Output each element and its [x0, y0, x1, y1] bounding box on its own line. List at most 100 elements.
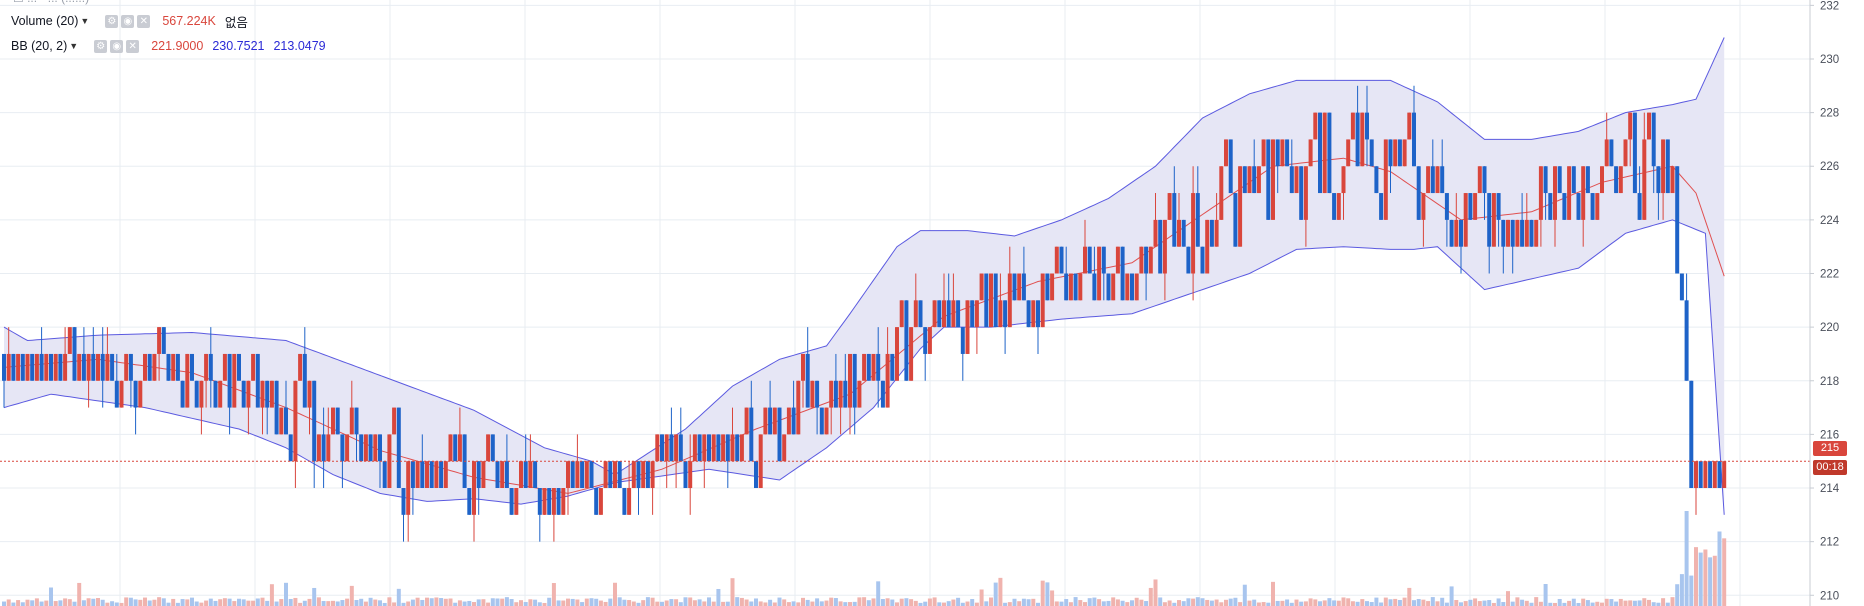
volume-bar: [1158, 597, 1163, 606]
candle-body: [222, 353, 227, 381]
candle-body: [96, 353, 100, 381]
candle-body: [1012, 273, 1017, 301]
price-axis-label: 218: [1820, 376, 1839, 388]
volume-bar: [1083, 602, 1087, 606]
legend-volume[interactable]: Volume (20) ▼ ⚙ ◉ ✕ 567.224K 없음: [11, 11, 248, 31]
volume-bar: [251, 600, 256, 606]
volume-bar: [1538, 601, 1543, 606]
candle-body: [1590, 193, 1595, 220]
volume-bar: [880, 599, 885, 606]
volume-bar: [312, 587, 317, 606]
candle-body: [937, 300, 942, 328]
candle-body: [1181, 219, 1186, 247]
candle-body: [1003, 300, 1008, 328]
volume-bar: [415, 597, 420, 606]
candle-body: [1454, 219, 1459, 247]
volume-indicator-name[interactable]: Volume (20): [11, 14, 79, 28]
bollinger-basis-line: [3, 157, 1725, 494]
candle-body: [1722, 461, 1727, 489]
volume-bar: [561, 600, 566, 606]
candle-body: [1318, 112, 1322, 194]
candle-body: [246, 380, 251, 408]
candle-body: [697, 434, 702, 462]
chevron-down-icon[interactable]: ▼: [69, 41, 79, 51]
candle-body: [824, 407, 829, 435]
candle-body: [1689, 380, 1694, 489]
volume-bar: [829, 597, 834, 606]
candle-body: [218, 380, 223, 408]
volume-bar: [918, 602, 923, 606]
volume-bar: [293, 597, 298, 606]
candle-body: [1379, 193, 1384, 220]
volume-bar: [307, 598, 312, 606]
candle-body: [777, 407, 782, 462]
volume-bar: [204, 600, 209, 606]
volume-bar: [974, 602, 979, 606]
volume-bar: [1567, 600, 1572, 606]
volume-bar: [49, 587, 53, 606]
volume-bar: [1115, 599, 1120, 606]
volume-bar: [989, 597, 993, 606]
candle-body: [486, 434, 491, 462]
volume-bar: [1553, 602, 1557, 606]
volume-bar: [547, 597, 552, 606]
candle-body: [1567, 166, 1572, 220]
volume-bar: [1308, 598, 1313, 606]
volume-bar: [72, 601, 77, 606]
volume-bar: [1299, 601, 1304, 606]
volume-bar: [58, 600, 63, 606]
candle-body: [1186, 246, 1191, 274]
price-axis[interactable]: 210 212 214 216 218 220 222 224 226 228 230 232: [1810, 0, 1840, 602]
bb-indicator-name[interactable]: BB (20, 2): [11, 39, 68, 53]
candle-body: [885, 353, 890, 408]
price-axis-label: 220: [1820, 322, 1839, 334]
candle-body: [63, 353, 68, 381]
candle-body: [551, 488, 556, 515]
volume-bar: [895, 602, 899, 606]
candle-body: [1397, 139, 1402, 167]
volume-bar: [429, 598, 434, 606]
candle-body: [1365, 112, 1369, 140]
volume-bar: [77, 582, 82, 606]
candle-body: [1703, 461, 1708, 489]
candle-body: [1430, 166, 1435, 194]
candle-body: [345, 434, 350, 462]
candle-body: [547, 488, 552, 515]
legend-bb[interactable]: BB (20, 2) ▼ ⚙ ◉ ✕ 221.9000 230.7521 213…: [11, 36, 326, 56]
candle-body: [1209, 219, 1214, 247]
close-icon[interactable]: ✕: [126, 39, 140, 53]
volume-bar: [833, 598, 838, 606]
settings-icon[interactable]: ⚙: [105, 14, 119, 28]
eye-icon[interactable]: ◉: [110, 39, 124, 53]
volume-bar: [232, 601, 237, 606]
volume-bar: [467, 600, 472, 606]
volume-bar: [1111, 597, 1116, 606]
volume-bar: [1181, 601, 1186, 606]
candle-body: [1684, 300, 1689, 381]
candle-body: [890, 353, 895, 381]
candle-body: [711, 434, 716, 462]
volume-bar: [462, 601, 467, 606]
candle-body: [993, 273, 998, 328]
settings-icon[interactable]: ⚙: [94, 39, 108, 53]
volume-bar: [1623, 600, 1628, 606]
candle-body: [340, 434, 345, 462]
volume-bar: [923, 601, 928, 606]
close-icon[interactable]: ✕: [137, 14, 151, 28]
candle-body: [542, 488, 547, 515]
candle-body: [1515, 219, 1520, 247]
candle-body: [1242, 166, 1247, 194]
volume-bar: [613, 582, 617, 606]
chevron-down-icon[interactable]: ▼: [80, 16, 90, 26]
candle-body: [251, 353, 256, 381]
volume-bar: [302, 600, 307, 606]
volume-bar: [326, 601, 331, 606]
candle-body: [1064, 273, 1069, 301]
volume-bar: [345, 598, 350, 606]
candle-body: [1120, 246, 1125, 301]
candle-body: [749, 407, 754, 462]
eye-icon[interactable]: ◉: [121, 14, 135, 28]
candle-body: [1115, 246, 1120, 274]
volume-bar: [1214, 599, 1219, 606]
